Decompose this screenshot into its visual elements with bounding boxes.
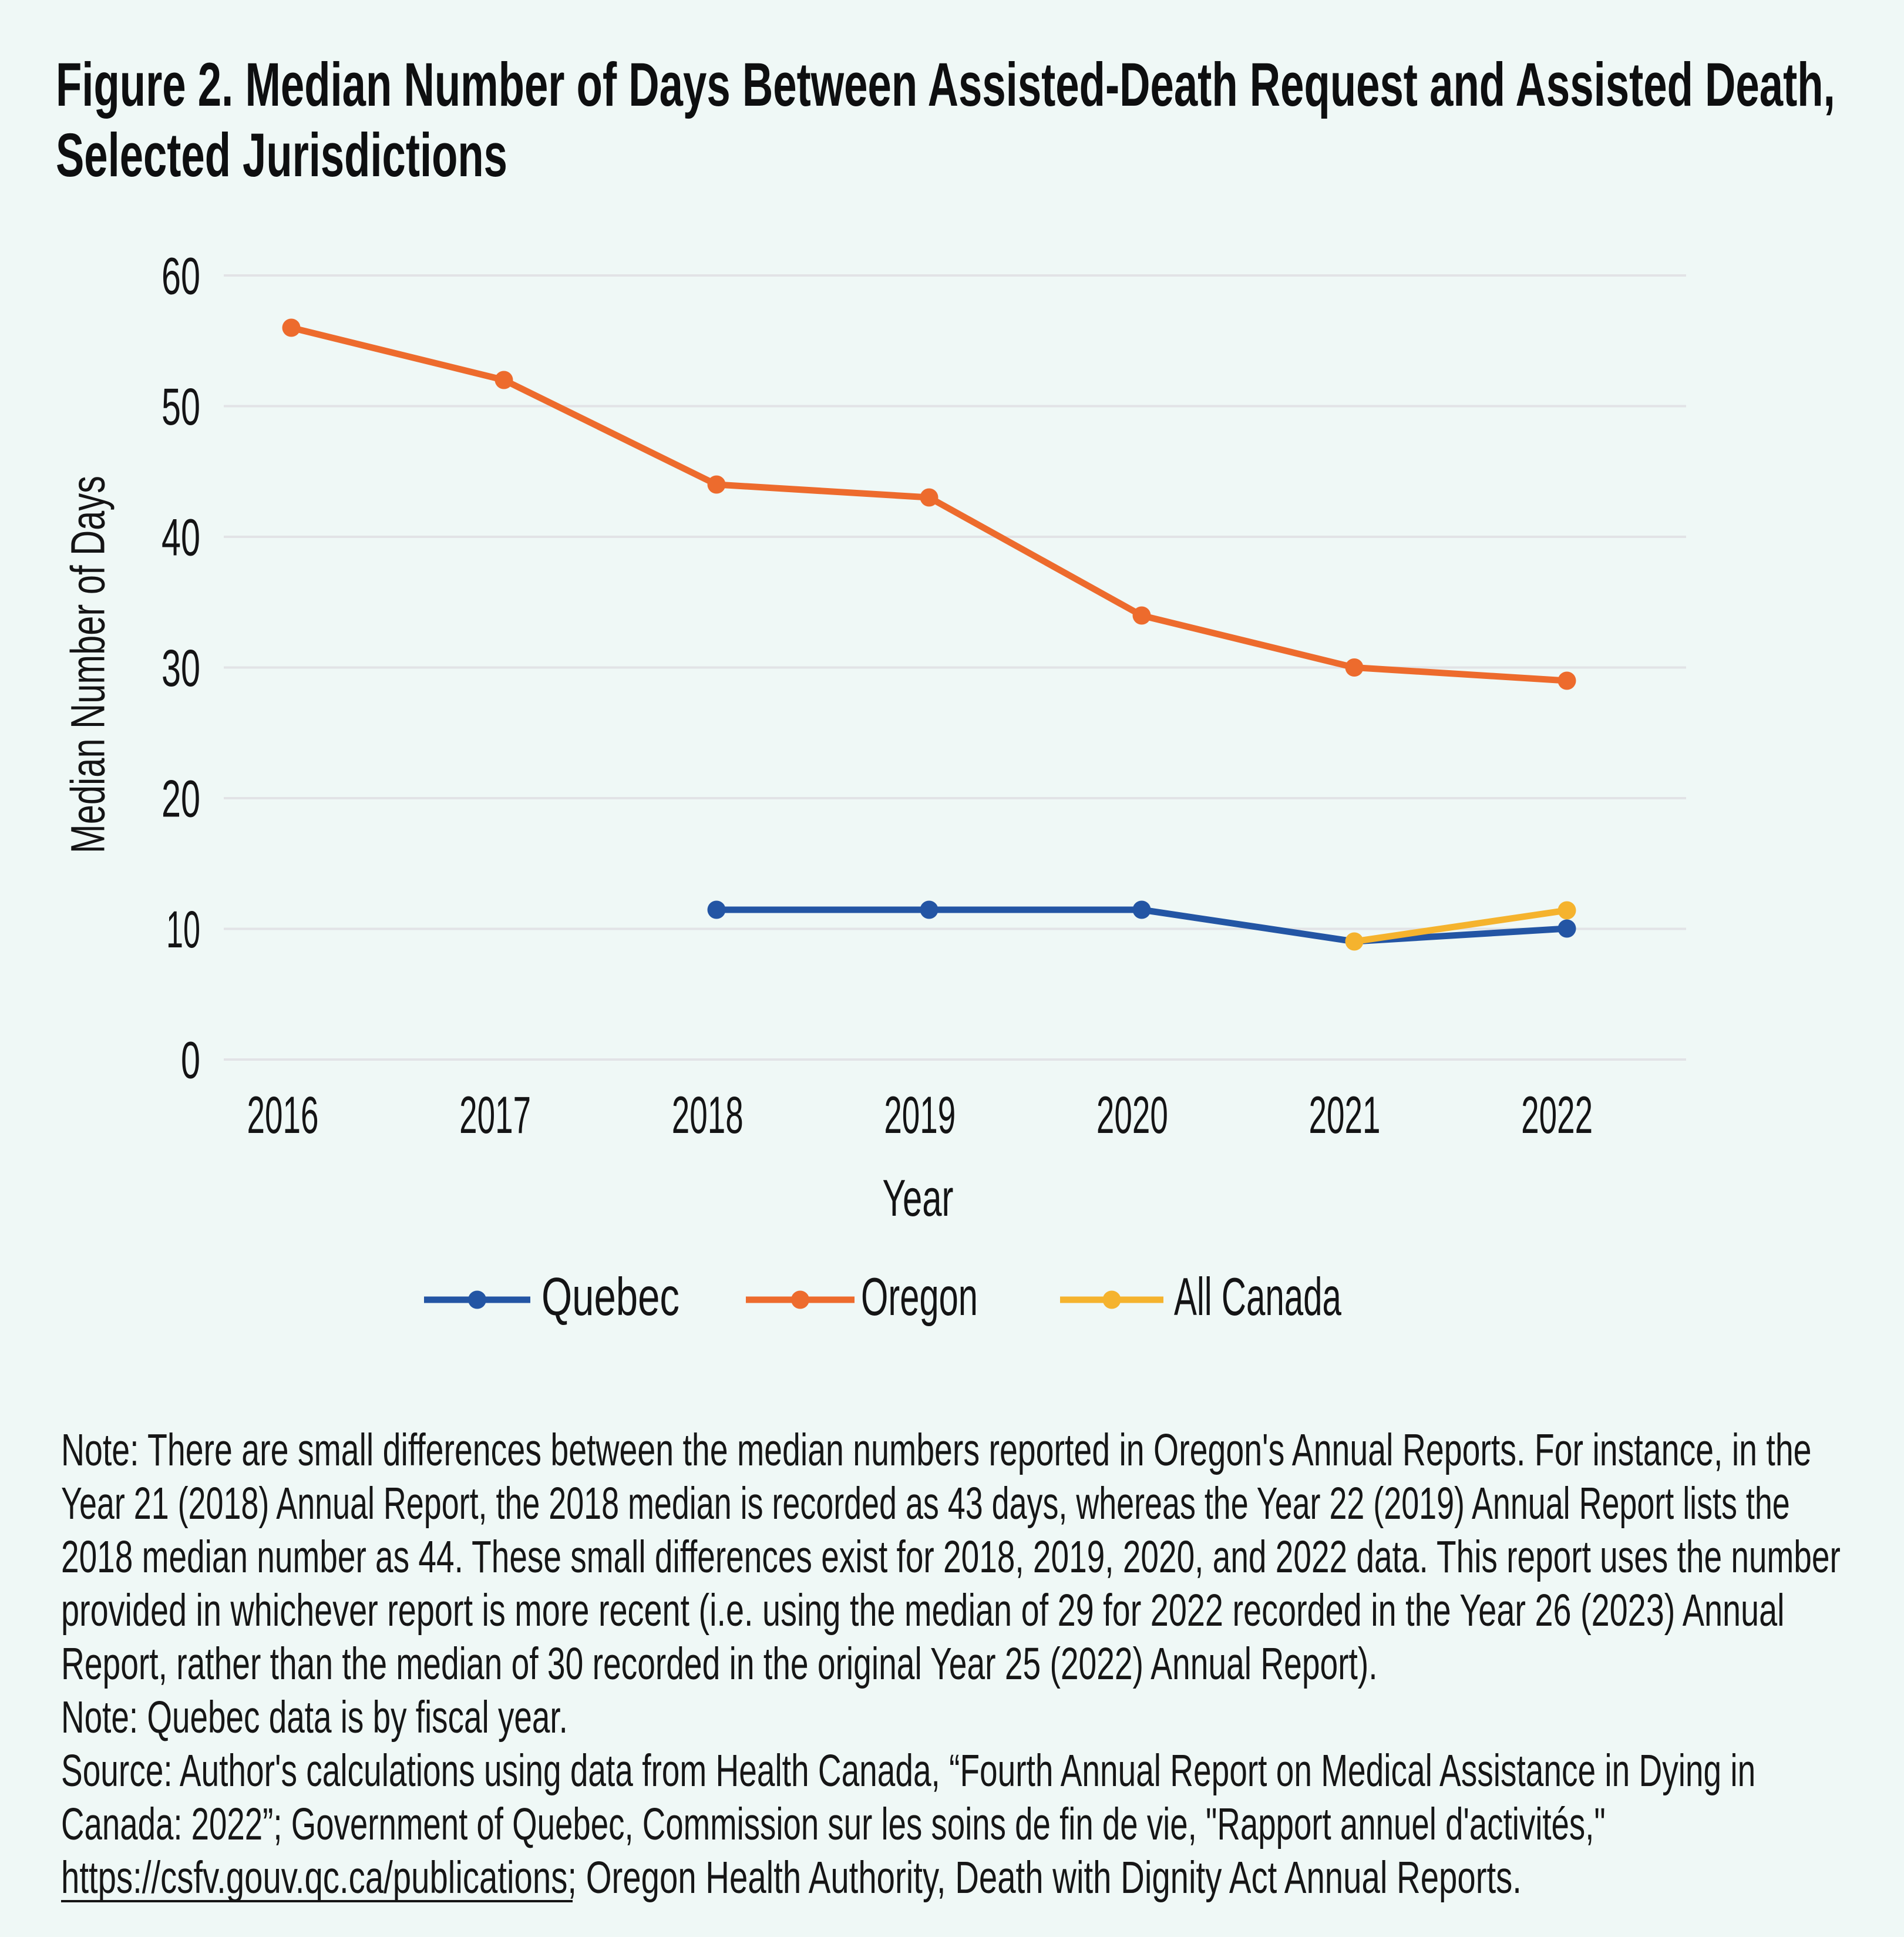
- svg-text:40: 40: [162, 509, 200, 567]
- svg-text:0: 0: [181, 1032, 200, 1090]
- svg-text:Figure 2. Median Number of Day: Figure 2. Median Number of Days Between …: [56, 51, 1835, 120]
- svg-text:2022: 2022: [1521, 1085, 1593, 1144]
- svg-text:20: 20: [162, 771, 200, 829]
- svg-text:2020: 2020: [1096, 1085, 1168, 1144]
- svg-text:provided in whichever report i: provided in whichever report is more rec…: [61, 1585, 1785, 1636]
- svg-text:All Canada: All Canada: [1174, 1267, 1341, 1327]
- svg-text:https://csfv.gouv.qc.ca/public: https://csfv.gouv.qc.ca/publications; Or…: [61, 1853, 1522, 1904]
- svg-text:Note: There are small differen: Note: There are small differences betwee…: [61, 1425, 1812, 1475]
- svg-text:Year 21 (2018) Annual Report,: Year 21 (2018) Annual Report, the 2018 m…: [61, 1479, 1790, 1529]
- svg-text:Report, rather than the median: Report, rather than the median of 30 rec…: [61, 1639, 1378, 1689]
- svg-text:Median Number of Days: Median Number of Days: [61, 476, 115, 853]
- svg-text:Year: Year: [883, 1169, 954, 1226]
- svg-text:2021: 2021: [1309, 1085, 1381, 1144]
- svg-text:Quebec: Quebec: [541, 1267, 679, 1326]
- svg-text:Canada: 2022”; Government of Q: Canada: 2022”; Government of Quebec, Com…: [61, 1800, 1606, 1849]
- svg-text:Oregon: Oregon: [861, 1267, 978, 1327]
- svg-text:Source: Author's calculations: Source: Author's calculations using data…: [61, 1746, 1755, 1796]
- svg-text:50: 50: [162, 378, 200, 436]
- svg-text:2016: 2016: [247, 1085, 319, 1144]
- svg-text:30: 30: [162, 640, 200, 698]
- svg-text:Selected Jurisdictions: Selected Jurisdictions: [56, 121, 507, 190]
- svg-text:Note: Quebec data is by fiscal: Note: Quebec data is by fiscal year.: [61, 1692, 568, 1743]
- svg-text:2019: 2019: [884, 1085, 956, 1144]
- svg-text:60: 60: [162, 248, 200, 306]
- svg-text:2018 median number as 44. Thes: 2018 median number as 44. These small di…: [61, 1532, 1841, 1582]
- svg-text:2017: 2017: [459, 1085, 531, 1144]
- svg-text:10: 10: [166, 901, 200, 959]
- svg-text:2018: 2018: [672, 1085, 744, 1144]
